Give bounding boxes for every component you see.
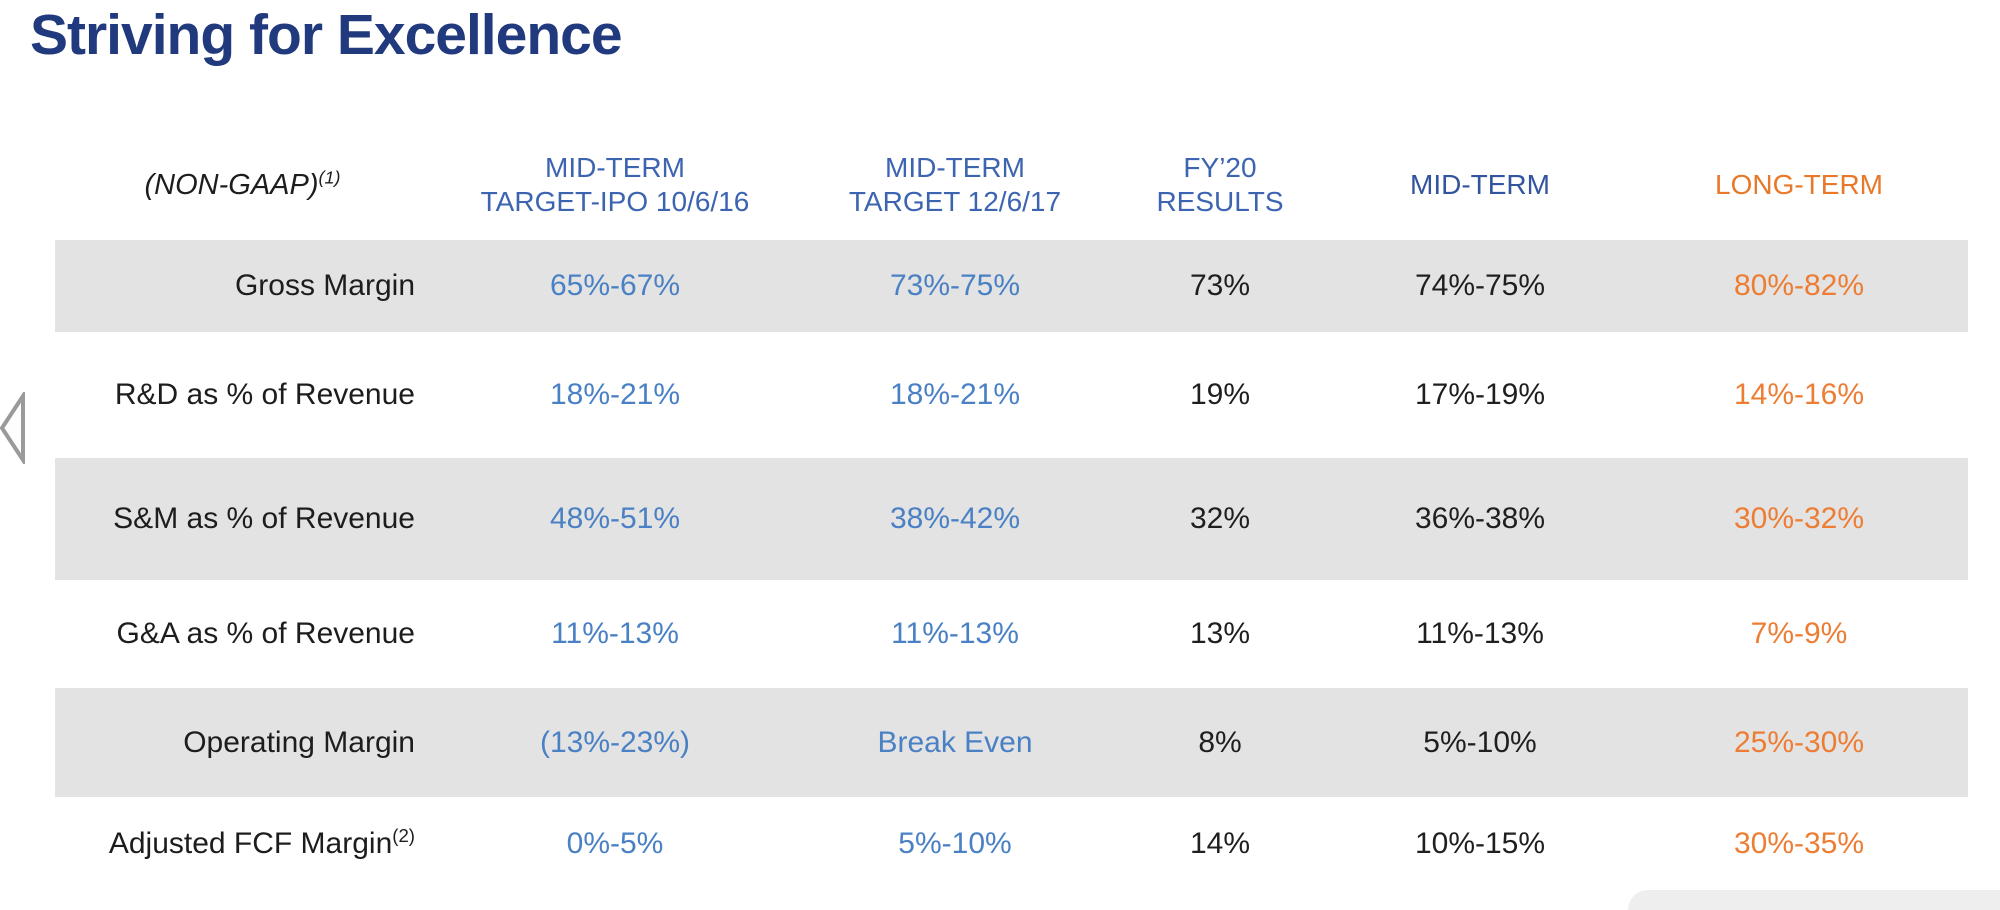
table-row-adjusted-fcf: Adjusted FCF Margin(2) 0%-5% 5%-10% 14% … bbox=[55, 797, 1968, 890]
cell-midterm-2017: 18%-21% bbox=[889, 378, 1021, 411]
cell-midterm-2017: 38%-42% bbox=[889, 502, 1021, 535]
cell-midterm-2017: 5%-10% bbox=[898, 826, 1012, 860]
header-non-gaap-text: (NON-GAAP) bbox=[144, 168, 319, 201]
page-title: Striving for Excellence bbox=[30, 3, 623, 67]
row-label: Adjusted FCF Margin(2) bbox=[108, 824, 415, 860]
header-non-gaap: (NON-GAAP)(1) bbox=[55, 166, 430, 202]
row-label: Gross Margin bbox=[234, 269, 415, 302]
footnote-ref-1: (1) bbox=[318, 166, 341, 187]
header-midterm-target-2017: MID-TERM TARGET 12/6/17 bbox=[848, 152, 1062, 217]
cell-fy20-result: 8% bbox=[1198, 725, 1242, 759]
table-row-gross-margin: Gross Margin 65%-67% 73%-75% 73% 74%-75%… bbox=[55, 240, 1968, 332]
cell-fy20-result: 73% bbox=[1189, 269, 1251, 302]
previous-slide-arrow-icon[interactable] bbox=[0, 392, 26, 464]
cell-fy20-result: 13% bbox=[1189, 617, 1251, 650]
cell-midterm-ipo: 0%-5% bbox=[566, 826, 664, 860]
cell-longterm: 7%-9% bbox=[1750, 617, 1848, 650]
cell-longterm: 80%-82% bbox=[1733, 269, 1865, 302]
cell-midterm-2017: 73%-75% bbox=[889, 269, 1021, 302]
header-fy20-results: FY’20 RESULTS bbox=[1156, 152, 1284, 217]
table-row-ga: G&A as % of Revenue 11%-13% 11%-13% 13% … bbox=[55, 580, 1968, 688]
bottom-right-corner-overlay bbox=[1628, 890, 2000, 910]
cell-fy20-result: 14% bbox=[1189, 826, 1251, 860]
cell-midterm: 74%-75% bbox=[1414, 269, 1546, 302]
cell-midterm-ipo: 18%-21% bbox=[549, 378, 681, 411]
cell-fy20-result: 32% bbox=[1189, 502, 1251, 535]
cell-midterm-ipo: 11%-13% bbox=[551, 617, 679, 650]
footnote-ref-2: (2) bbox=[392, 824, 415, 846]
header-longterm: LONG-TERM bbox=[1715, 169, 1883, 200]
table-row-operating-margin: Operating Margin (13%-23%) Break Even 8%… bbox=[55, 688, 1968, 797]
cell-fy20-result: 19% bbox=[1189, 378, 1251, 411]
cell-midterm: 17%-19% bbox=[1414, 378, 1546, 411]
table-row-rd: R&D as % of Revenue 18%-21% 18%-21% 19% … bbox=[55, 332, 1968, 458]
header-midterm: MID-TERM bbox=[1410, 169, 1550, 200]
financial-targets-table: (NON-GAAP)(1) MID-TERM TARGET-IPO 10/6/1… bbox=[55, 130, 1968, 890]
cell-midterm-ipo: 48%-51% bbox=[549, 502, 681, 535]
cell-midterm-ipo: (13%-23%) bbox=[539, 725, 691, 759]
cell-midterm: 36%-38% bbox=[1414, 502, 1546, 535]
cell-longterm: 30%-32% bbox=[1733, 502, 1865, 535]
header-midterm-target-ipo: MID-TERM TARGET-IPO 10/6/16 bbox=[480, 152, 750, 217]
cell-midterm: 5%-10% bbox=[1423, 725, 1537, 759]
cell-longterm: 25%-30% bbox=[1733, 725, 1865, 759]
table-row-sm: S&M as % of Revenue 48%-51% 38%-42% 32% … bbox=[55, 458, 1968, 580]
cell-longterm: 30%-35% bbox=[1733, 826, 1865, 860]
row-label: Operating Margin bbox=[183, 725, 415, 759]
row-label: S&M as % of Revenue bbox=[113, 502, 415, 535]
cell-midterm-2017: Break Even bbox=[877, 725, 1033, 759]
cell-longterm: 14%-16% bbox=[1733, 378, 1865, 411]
row-label: R&D as % of Revenue bbox=[114, 378, 415, 411]
cell-midterm-2017: 11%-13% bbox=[891, 617, 1019, 650]
table-header-row: (NON-GAAP)(1) MID-TERM TARGET-IPO 10/6/1… bbox=[55, 130, 1968, 240]
row-label: G&A as % of Revenue bbox=[116, 617, 415, 650]
cell-midterm: 10%-15% bbox=[1414, 826, 1546, 860]
cell-midterm: 11%-13% bbox=[1416, 617, 1544, 650]
cell-midterm-ipo: 65%-67% bbox=[549, 269, 681, 302]
